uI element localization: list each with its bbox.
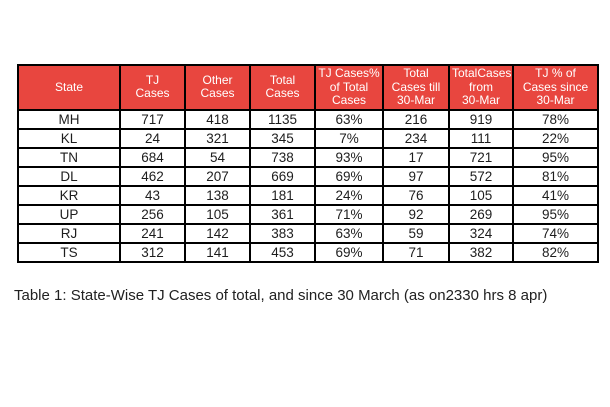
value-cell: 572 [448, 165, 514, 187]
column-header-tj-of-cases-since-30-mar: TJ % of Cases since 30-Mar [512, 64, 599, 111]
value-cell: 234 [382, 127, 450, 149]
value-cell: 269 [448, 203, 514, 225]
table-body: MH 717 418 1135 63% 216 919 78% KL 24 321 345 7% 234 1… [17, 108, 599, 263]
column-header-tj-cases-of-total-cases: TJ Cases% of Total Cases [314, 64, 384, 111]
value-cell: 321 [184, 127, 251, 149]
state-cell: MH [17, 108, 121, 130]
value-cell: 142 [184, 222, 251, 244]
column-header-tj-cases: TJ Cases [119, 64, 186, 111]
value-cell: 684 [119, 146, 186, 168]
value-cell: 69% [314, 165, 384, 187]
state-cell: RJ [17, 222, 121, 244]
value-cell: 54 [184, 146, 251, 168]
value-cell: 324 [448, 222, 514, 244]
table-header: State TJ Cases Other Cases Total Cases TJ Ca… [17, 64, 599, 111]
value-cell: 138 [184, 184, 251, 206]
value-cell: 1135 [249, 108, 316, 130]
table-row-kr: KR 43 138 181 24% 76 105 41% [17, 184, 599, 206]
value-cell: 82% [512, 241, 599, 263]
column-header-total-cases-till-30-mar: Total Cases till 30-Mar [382, 64, 450, 111]
column-header-total-cases: Total Cases [249, 64, 316, 111]
value-cell: 738 [249, 146, 316, 168]
value-cell: 93% [314, 146, 384, 168]
table-figure: State TJ Cases Other Cases Total Cases TJ Ca… [17, 64, 599, 263]
column-header-state: State [17, 64, 121, 111]
value-cell: 462 [119, 165, 186, 187]
state-cell: TN [17, 146, 121, 168]
table-row-tn: TN 684 54 738 93% 17 721 95% [17, 146, 599, 168]
state-cell: KL [17, 127, 121, 149]
value-cell: 141 [184, 241, 251, 263]
value-cell: 111 [448, 127, 514, 149]
table-row-up: UP 256 105 361 71% 92 269 95% [17, 203, 599, 225]
value-cell: 345 [249, 127, 316, 149]
value-cell: 24 [119, 127, 186, 149]
column-header-totalcases-from-30-mar: TotalCases from 30-Mar [448, 64, 514, 111]
value-cell: 24% [314, 184, 384, 206]
value-cell: 207 [184, 165, 251, 187]
value-cell: 76 [382, 184, 450, 206]
state-cell: DL [17, 165, 121, 187]
value-cell: 105 [448, 184, 514, 206]
header-row: State TJ Cases Other Cases Total Cases TJ Ca… [17, 64, 599, 111]
state-cell: KR [17, 184, 121, 206]
value-cell: 669 [249, 165, 316, 187]
value-cell: 41% [512, 184, 599, 206]
value-cell: 383 [249, 222, 316, 244]
value-cell: 7% [314, 127, 384, 149]
value-cell: 59 [382, 222, 450, 244]
table-row-dl: DL 462 207 669 69% 97 572 81% [17, 165, 599, 187]
value-cell: 216 [382, 108, 450, 130]
value-cell: 74% [512, 222, 599, 244]
value-cell: 43 [119, 184, 186, 206]
table-caption: Table 1: State-Wise TJ Cases of total, a… [14, 287, 548, 304]
value-cell: 256 [119, 203, 186, 225]
value-cell: 382 [448, 241, 514, 263]
value-cell: 92 [382, 203, 450, 225]
value-cell: 181 [249, 184, 316, 206]
value-cell: 105 [184, 203, 251, 225]
value-cell: 81% [512, 165, 599, 187]
value-cell: 69% [314, 241, 384, 263]
state-cases-table: State TJ Cases Other Cases Total Cases TJ Ca… [17, 64, 599, 263]
table-row-kl: KL 24 321 345 7% 234 111 22% [17, 127, 599, 149]
value-cell: 63% [314, 108, 384, 130]
value-cell: 17 [382, 146, 450, 168]
table-row-mh: MH 717 418 1135 63% 216 919 78% [17, 108, 599, 130]
value-cell: 361 [249, 203, 316, 225]
state-cell: TS [17, 241, 121, 263]
value-cell: 418 [184, 108, 251, 130]
value-cell: 312 [119, 241, 186, 263]
value-cell: 71 [382, 241, 450, 263]
value-cell: 95% [512, 146, 599, 168]
table-row-rj: RJ 241 142 383 63% 59 324 74% [17, 222, 599, 244]
state-cell: UP [17, 203, 121, 225]
value-cell: 721 [448, 146, 514, 168]
value-cell: 78% [512, 108, 599, 130]
value-cell: 71% [314, 203, 384, 225]
value-cell: 63% [314, 222, 384, 244]
value-cell: 95% [512, 203, 599, 225]
column-header-other-cases: Other Cases [184, 64, 251, 111]
value-cell: 919 [448, 108, 514, 130]
value-cell: 241 [119, 222, 186, 244]
value-cell: 717 [119, 108, 186, 130]
value-cell: 453 [249, 241, 316, 263]
value-cell: 22% [512, 127, 599, 149]
table-row-ts: TS 312 141 453 69% 71 382 82% [17, 241, 599, 263]
value-cell: 97 [382, 165, 450, 187]
